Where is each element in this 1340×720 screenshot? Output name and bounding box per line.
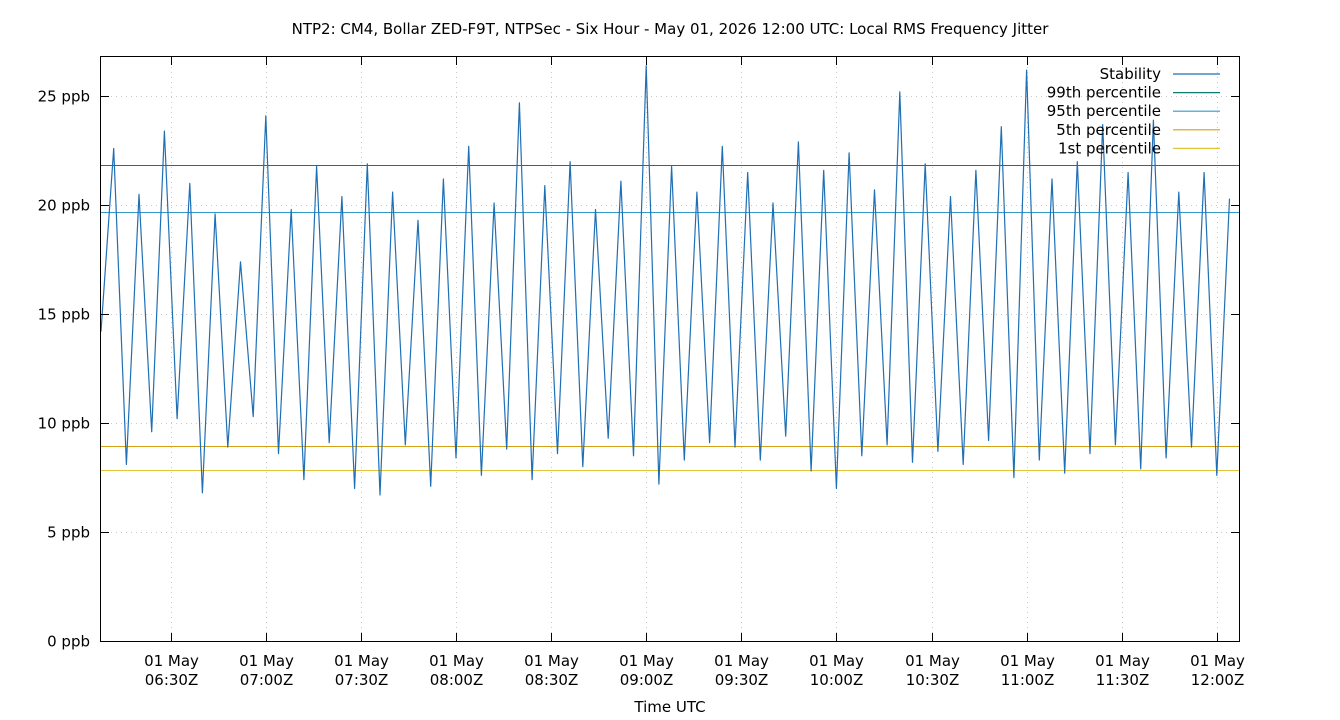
legend-label-1st-percentile: 1st percentile [1058,139,1161,157]
x-tick-label-time: 06:30Z [145,671,199,689]
x-tick-label-date: 01 May [524,652,579,670]
legend-label-99th-percentile: 99th percentile [1047,84,1161,102]
x-tick-label-date: 01 May [239,652,294,670]
y-tick-label: 0 ppb [47,633,90,651]
x-tick-label-date: 01 May [809,652,864,670]
y-tick-label: 20 ppb [38,197,90,215]
x-tick-label-date: 01 May [714,652,769,670]
y-tick-label: 10 ppb [38,415,90,433]
x-tick-label-date: 01 May [1095,652,1150,670]
y-tick-label: 25 ppb [38,88,90,106]
x-tick-label-date: 01 May [619,652,674,670]
y-tick-label: 15 ppb [38,306,90,324]
x-tick-label-time: 11:00Z [1001,671,1055,689]
x-tick-label-time: 08:00Z [430,671,484,689]
legend-label-stability: Stability [1100,65,1162,83]
x-axis-title: Time UTC [633,698,705,716]
y-axis: 0 ppb 5 ppb 10 ppb 15 ppb 20 ppb 25 ppb [38,88,1239,651]
x-tick-label-date: 01 May [334,652,389,670]
y-tick-label: 5 ppb [47,524,90,542]
legend-label-5th-percentile: 5th percentile [1056,121,1161,139]
x-tick-label-date: 01 May [429,652,484,670]
series-layer [100,65,1231,496]
x-tick-label-time: 10:00Z [810,671,864,689]
legend-label-95th-percentile: 95th percentile [1047,102,1161,120]
x-tick-label-date: 01 May [905,652,960,670]
x-tick-label-time: 07:00Z [240,671,294,689]
x-tick-label-time: 09:00Z [620,671,674,689]
x-tick-label-date: 01 May [1000,652,1055,670]
chart-title: NTP2: CM4, Bollar ZED-F9T, NTPSec - Six … [292,20,1050,38]
series-line-stability [100,65,1231,496]
x-tick-label-time: 07:30Z [335,671,389,689]
plot-frame [100,56,1240,642]
x-tick-label-date: 01 May [144,652,199,670]
x-tick-label-time: 11:30Z [1096,671,1150,689]
x-tick-label-time: 12:00Z [1191,671,1245,689]
x-tick-label-time: 08:30Z [525,671,579,689]
x-tick-label-time: 10:30Z [906,671,960,689]
x-tick-label-time: 09:30Z [715,671,769,689]
x-tick-label-date: 01 May [1190,652,1245,670]
